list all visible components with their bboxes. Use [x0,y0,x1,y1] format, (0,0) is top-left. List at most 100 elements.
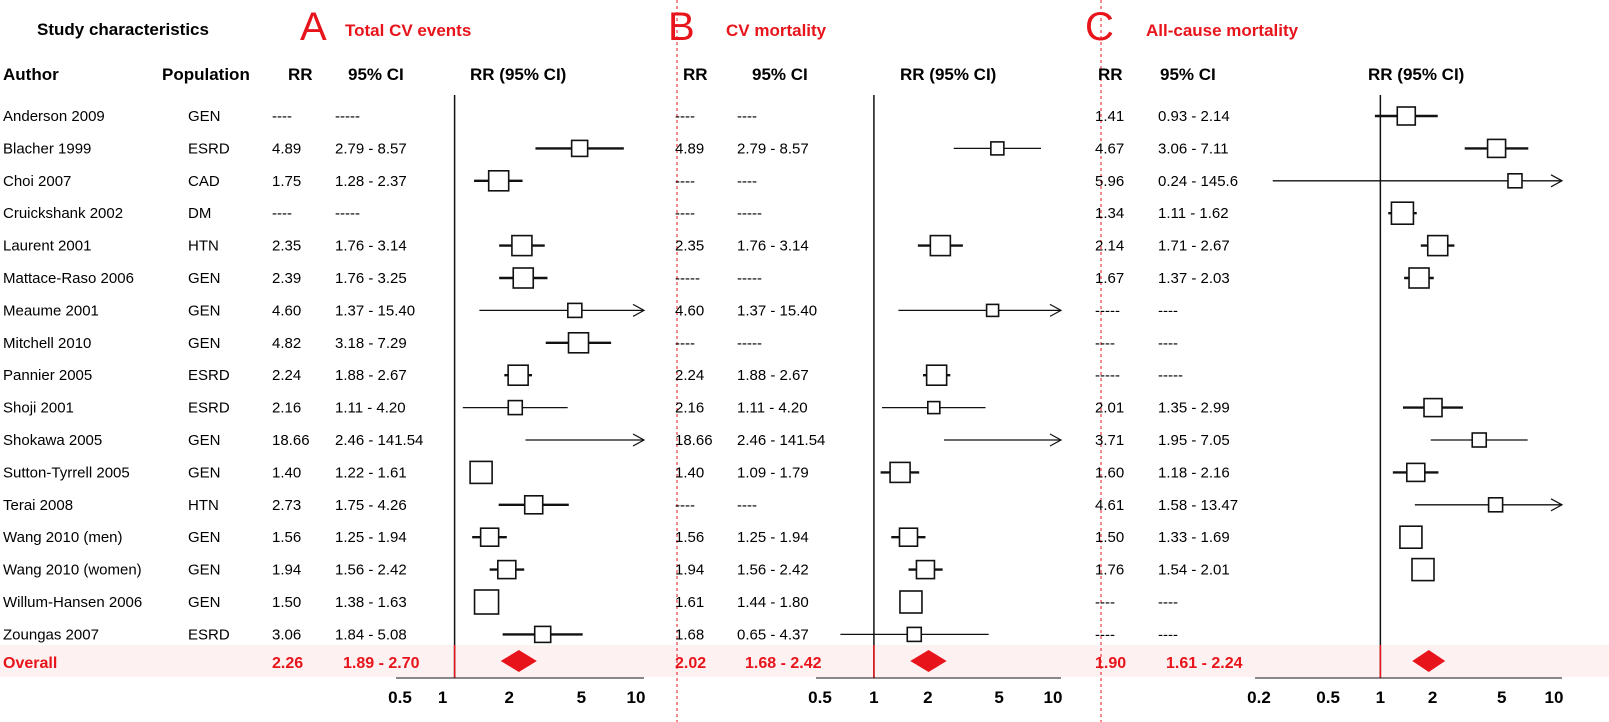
point-estimate-box [1471,432,1488,448]
ci-value: ----- [335,108,360,125]
ci-value: 1.76 - 3.14 [737,238,809,255]
point-estimate-box [523,494,544,515]
ci-column-header: 95% CI [348,65,404,84]
ci-value: 1.38 - 1.63 [335,594,407,611]
rr-value: 5.96 [1095,173,1124,190]
study-population: GEN [188,464,221,481]
rr-ci-column-header: RR (95% CI) [470,65,566,84]
ci-value: 3.18 - 7.29 [335,335,407,352]
rr-value: 1.40 [272,464,301,481]
x-tick-label: 1 [438,688,447,707]
ci-value: 1.44 - 1.80 [737,594,809,611]
study-author: Sutton-Tyrrell 2005 [3,464,130,481]
ci-value: 1.88 - 2.67 [737,367,809,384]
rr-value: ---- [675,173,695,190]
rr-value: ---- [1095,335,1115,352]
x-tick-label: 10 [1044,688,1063,707]
rr-value: 1.68 [675,626,704,643]
rr-value: 4.61 [1095,497,1124,514]
rr-value: 1.75 [272,173,301,190]
point-estimate-box [1487,496,1504,513]
rr-value: 1.94 [272,562,301,579]
study-author: Mitchell 2010 [3,335,91,352]
rr-column-header: RR [683,65,708,84]
overall-diamond [910,650,947,672]
point-estimate-box [1426,234,1449,257]
ci-value: 1.76 - 3.14 [335,238,407,255]
point-estimate-box [925,364,948,387]
rr-value: 1.50 [272,594,301,611]
ci-value: 1.37 - 15.40 [737,302,817,319]
study-author: Anderson 2009 [3,108,105,125]
x-tick-label: 10 [1545,688,1564,707]
overall-band [0,645,1609,677]
ci-value: ---- [737,173,757,190]
study-author: Terai 2008 [3,497,73,514]
point-estimate-box [1390,201,1415,225]
x-tick-label: 0.5 [1316,688,1340,707]
panel-title: Total CV events [345,21,471,40]
rr-value: 1.41 [1095,108,1124,125]
point-estimate-box [1408,267,1430,289]
point-estimate-box [507,364,529,387]
study-population: GEN [188,302,221,319]
study-population: GEN [188,270,221,287]
ci-value: 2.46 - 141.54 [335,432,423,449]
overall-ci: 1.68 - 2.42 [745,655,822,672]
rr-value: ---- [1095,626,1115,643]
overall-ci: 1.89 - 2.70 [343,655,420,672]
ci-value: 1.35 - 2.99 [1158,400,1230,417]
overall-rr: 2.26 [272,655,303,672]
rr-value: ----- [1095,302,1120,319]
rr-value: 4.60 [272,302,301,319]
study-author: Shokawa 2005 [3,432,102,449]
overall-rr: 1.90 [1095,655,1126,672]
ci-value: 1.76 - 3.25 [335,270,407,287]
ci-value: 1.11 - 4.20 [335,400,406,417]
ci-value: ---- [1158,594,1178,611]
rr-value: 18.66 [675,432,713,449]
ci-value: ---- [1158,335,1178,352]
point-estimate-box [479,527,500,548]
point-estimate-box [570,139,589,158]
x-tick-label: 1 [869,688,878,707]
ci-value: 1.54 - 2.01 [1158,562,1230,579]
rr-value: ----- [1095,367,1120,384]
ci-column-header: 95% CI [752,65,808,84]
population-column-header: Population [162,65,250,84]
rr-value: 3.06 [272,626,301,643]
study-rows: Anderson 2009 GEN Blacher 1999 ESRD Choi 200… [3,108,230,643]
study-author: Blacher 1999 [3,140,91,157]
ci-value: 1.18 - 2.16 [1158,464,1230,481]
study-population: GEN [188,594,221,611]
study-population: ESRD [188,367,230,384]
study-population: ESRD [188,140,230,157]
ci-value: 1.56 - 2.42 [335,562,407,579]
ci-value: 2.79 - 8.57 [335,140,407,157]
study-population: DM [188,205,211,222]
study-author: Wang 2010 (women) [3,562,142,579]
overall-rr: 2.02 [675,655,706,672]
study-population: GEN [188,562,221,579]
ci-value: ----- [335,205,360,222]
rr-column-header: RR [1098,65,1123,84]
panel-c: C All-cause mortality RR 95% CI RR (95% CI) 1… [1085,5,1563,707]
rr-value: 1.94 [675,562,704,579]
point-estimate-box [1411,557,1435,582]
ci-value: 1.33 - 1.69 [1158,529,1230,546]
ci-value: 1.75 - 4.26 [335,497,407,514]
study-author: Mattace-Raso 2006 [3,270,134,287]
x-tick-label: 2 [923,688,932,707]
study-author: Laurent 2001 [3,238,91,255]
panel-title: All-cause mortality [1146,21,1299,40]
ci-value: ----- [737,270,762,287]
x-tick-label: 10 [627,688,646,707]
rr-value: 4.89 [675,140,704,157]
rr-value: 1.56 [272,529,301,546]
ci-value: 1.28 - 2.37 [335,173,407,190]
point-estimate-box [929,234,952,257]
